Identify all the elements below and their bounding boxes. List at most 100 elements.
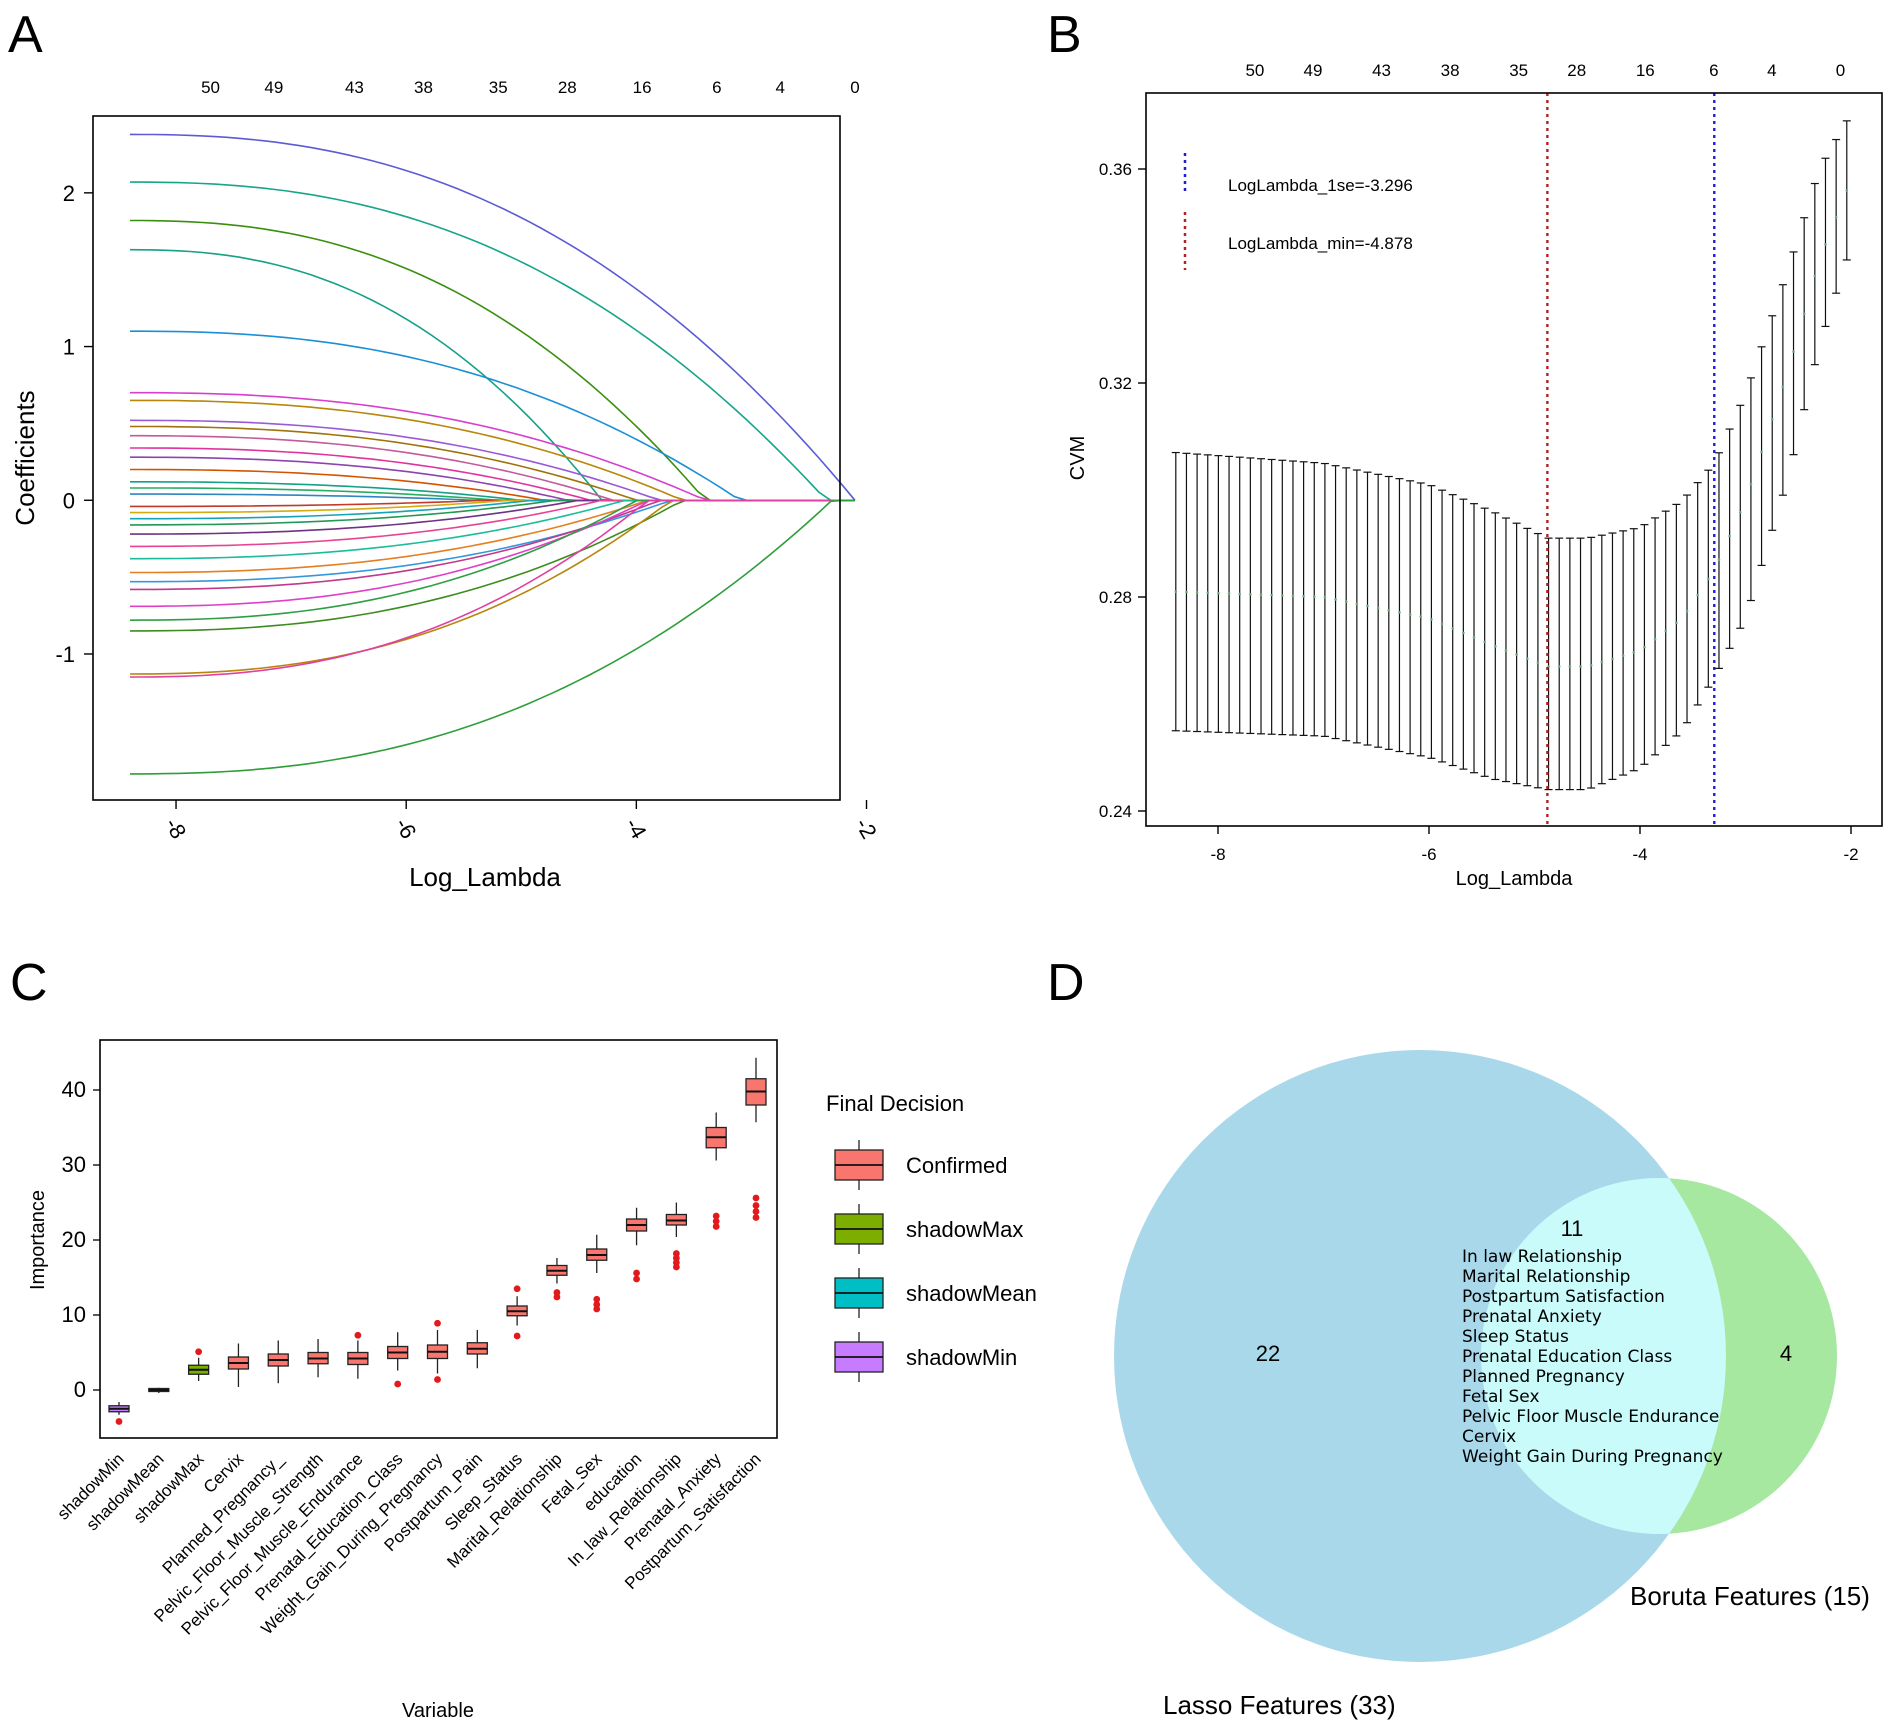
cv-mean-point <box>1249 593 1252 596</box>
top-tick-label: 38 <box>414 78 433 97</box>
box-outlier <box>712 1212 720 1220</box>
panel-a-y-ticks: -1 0 1 2 <box>55 181 93 667</box>
cv-mean-point <box>1302 594 1305 598</box>
overlap-feature: In law Relationship <box>1462 1247 1622 1267</box>
coefficient-path <box>130 181 855 502</box>
box-outlier <box>633 1275 640 1283</box>
cv-mean-point <box>1291 594 1295 598</box>
panel-a: A -8 -6 -4 -2 -1 0 1 2 50 49 43 38 35 28 16 6 4 0 Log_L… <box>8 6 882 892</box>
box-outlier <box>752 1214 760 1221</box>
cv-mean-point <box>1430 618 1433 621</box>
overlap-feature: Planned Pregnancy <box>1462 1367 1625 1387</box>
box-outlier <box>712 1217 720 1225</box>
cv-mean-point <box>1781 385 1785 389</box>
cv-mean-point <box>1312 595 1316 598</box>
cv-mean-point <box>1536 661 1540 665</box>
cv-error-bars <box>1171 120 1851 791</box>
y-tick-label: 40 <box>62 1077 86 1102</box>
top-tick-label: 4 <box>775 78 784 97</box>
box-outlier <box>593 1295 601 1303</box>
cv-mean-point <box>1802 312 1806 316</box>
panel-b-x-axis-title: Log_Lambda <box>1456 868 1574 890</box>
lasso-set-label: Lasso Features (33) <box>1163 1690 1396 1720</box>
cv-mean-point <box>1643 645 1646 649</box>
top-tick-label: 35 <box>489 78 508 97</box>
overlap-region <box>1481 1178 1726 1534</box>
cv-mean-point <box>1589 664 1593 667</box>
coefficient-path <box>129 248 855 502</box>
panel-c-label: C <box>10 954 48 1012</box>
cv-mean-point <box>1611 657 1614 661</box>
cv-mean-point <box>1738 511 1742 514</box>
top-tick-label: 50 <box>201 78 220 97</box>
overlap-feature: Postpartum Satisfaction <box>1462 1287 1665 1307</box>
cv-mean-point <box>1451 627 1455 630</box>
legend-title: Final Decision <box>826 1091 964 1116</box>
panel-b: B -8 -6 -4 -2 0.24 0.28 0.32 0.36 50 49 43 38 35 28… <box>1047 6 1883 890</box>
y-tick-label: 2 <box>63 181 75 206</box>
cv-mean-point <box>1281 594 1284 597</box>
box-outlier <box>752 1194 760 1202</box>
top-tick-label: 6 <box>712 78 721 97</box>
cv-mean-point <box>1472 636 1476 639</box>
box-outlier <box>752 1202 760 1209</box>
box-outlier <box>115 1418 123 1425</box>
y-tick-label: -1 <box>55 642 75 667</box>
cv-mean-point <box>1270 593 1273 597</box>
cv-mean-point <box>1653 637 1657 641</box>
cv-mean-point <box>1696 593 1699 597</box>
y-tick-label: 0.28 <box>1099 588 1132 607</box>
y-tick-label: 30 <box>62 1152 86 1177</box>
box-outlier <box>434 1319 441 1327</box>
panel-a-top-ticks: 50 49 43 38 35 28 16 6 4 0 <box>201 78 860 97</box>
legend-label: shadowMax <box>906 1217 1023 1242</box>
cv-mean-point <box>1664 629 1668 633</box>
legend-label: shadowMin <box>906 1345 1017 1370</box>
y-tick-label: 0.36 <box>1099 160 1132 179</box>
cv-mean-point <box>1845 189 1849 192</box>
top-tick-label: 43 <box>1372 61 1391 80</box>
panel-b-label: B <box>1047 6 1082 64</box>
top-tick-label: 28 <box>1567 61 1586 80</box>
box-outlier <box>593 1301 601 1308</box>
top-tick-label: 49 <box>1303 61 1322 80</box>
cv-mean-point <box>1195 591 1199 594</box>
legend-min-label: LogLambda_min=-4.878 <box>1228 234 1413 253</box>
legend-1se-label: LogLambda_1se=-3.296 <box>1228 176 1413 195</box>
cv-mean-point <box>1355 602 1359 606</box>
cv-mean-point <box>1185 590 1188 594</box>
panel-a-plot-frame <box>92 115 841 801</box>
lasso-only-count: 22 <box>1256 1341 1280 1366</box>
overlap-feature: Prenatal Education Class <box>1462 1347 1672 1367</box>
y-tick-label: 10 <box>62 1302 86 1327</box>
y-tick-label: 0 <box>63 488 75 513</box>
cv-mean-point <box>1770 418 1774 421</box>
cv-mean-point <box>1344 600 1348 603</box>
overlap-feature: Sleep Status <box>1462 1327 1569 1347</box>
box-outlier <box>712 1223 720 1230</box>
panel-a-x-ticks: -8 -6 -4 -2 <box>160 800 882 843</box>
cv-mean-point <box>1760 450 1763 454</box>
overlap-feature: Cervix <box>1462 1427 1516 1447</box>
x-tick-label: -2 <box>850 814 881 843</box>
coefficient-path <box>130 499 855 520</box>
box-outlier <box>513 1285 521 1293</box>
cv-mean-point <box>1238 592 1242 596</box>
cv-mean-point <box>1717 558 1721 562</box>
cv-mean-point <box>1440 622 1444 626</box>
importance-boxes <box>108 1057 767 1425</box>
box-outlier <box>513 1332 521 1340</box>
y-tick-label: 1 <box>63 335 75 360</box>
y-tick-label: 20 <box>62 1227 86 1252</box>
box-outlier <box>752 1208 760 1215</box>
cv-mean-point <box>1792 350 1795 353</box>
cv-mean-point <box>1525 657 1529 661</box>
cv-mean-point <box>1366 604 1369 608</box>
panel-a-label: A <box>8 6 43 64</box>
cv-mean-point <box>1707 577 1710 581</box>
x-tick-label: -4 <box>620 814 651 843</box>
coefficient-path <box>130 330 855 502</box>
top-tick-label: 0 <box>1836 61 1845 80</box>
